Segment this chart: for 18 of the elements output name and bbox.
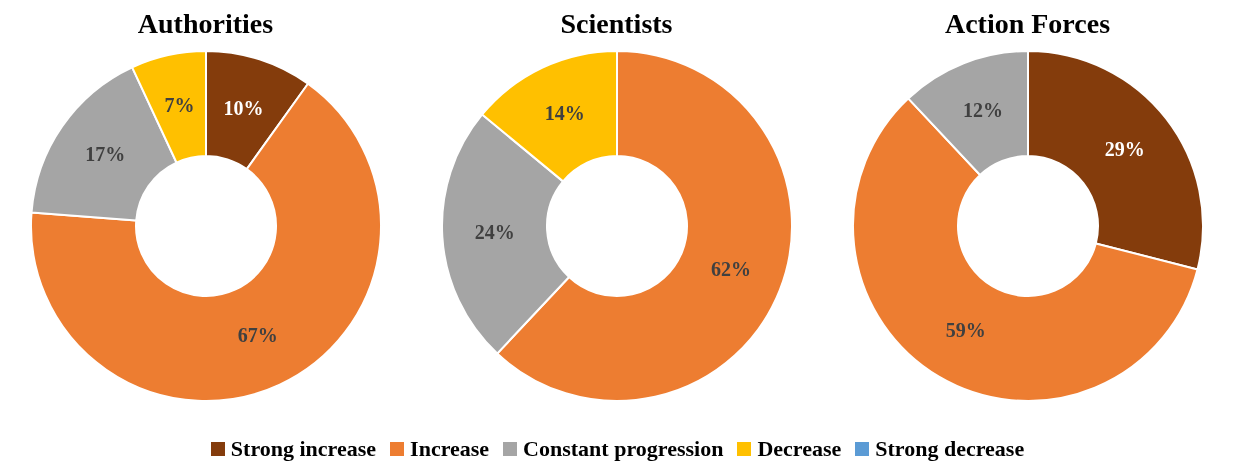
data-label: 24% <box>474 220 515 243</box>
data-label: 67% <box>237 324 278 347</box>
legend-label: Constant progression <box>523 436 724 462</box>
chart-title: Authorities <box>137 7 274 41</box>
data-label: 7% <box>164 93 195 116</box>
data-label: 12% <box>962 99 1003 122</box>
legend-label: Strong increase <box>230 436 377 462</box>
legend-label: Increase <box>410 436 490 462</box>
legend-label: Decrease <box>757 436 842 462</box>
data-label: 62% <box>710 258 751 281</box>
chart-title: Action Forces <box>944 7 1111 41</box>
data-label: 17% <box>84 143 125 166</box>
data-label: 29% <box>1104 138 1145 161</box>
legend-label: Strong decrease <box>875 436 1025 462</box>
data-label: 14% <box>544 102 585 125</box>
chart-title: Scientists <box>560 7 673 41</box>
data-label: 59% <box>945 318 986 341</box>
data-label: 10% <box>222 96 263 119</box>
